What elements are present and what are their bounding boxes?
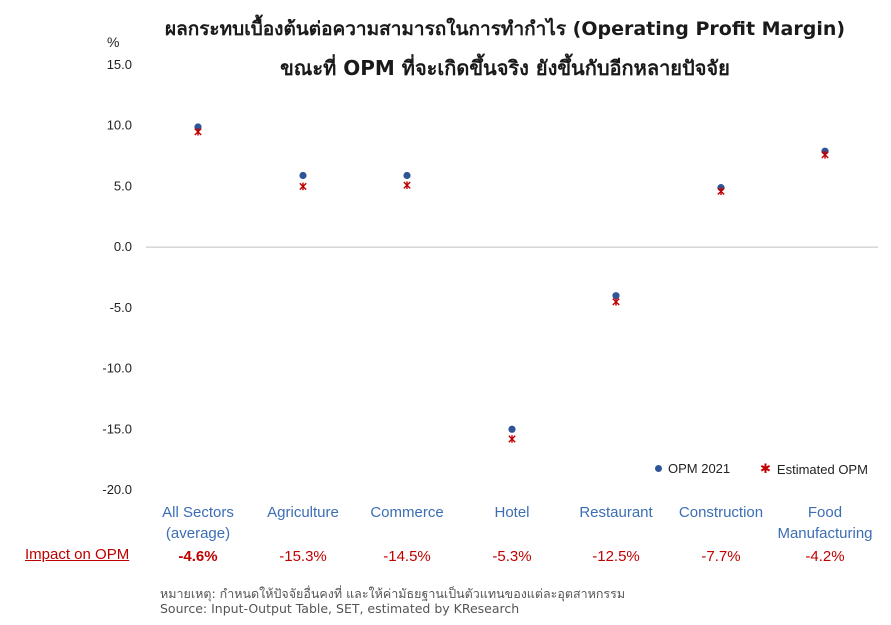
estimated-opm-point <box>612 297 620 306</box>
y-tick-label: -20.0 <box>102 482 132 497</box>
opm-2021-point <box>612 292 620 300</box>
category-label: Commerce <box>370 504 443 521</box>
estimated-opm-point <box>508 435 516 443</box>
impact-value: -15.3% <box>279 548 327 565</box>
legend-x-marker: ✱ <box>760 461 771 476</box>
y-axis-unit: % <box>107 34 120 50</box>
y-tick-label: -15.0 <box>102 421 132 436</box>
impact-value: -4.2% <box>805 548 844 565</box>
legend-item-estimated-opm: ✱ Estimated OPM <box>760 461 868 477</box>
impact-value: -5.3% <box>492 548 531 565</box>
opm-2021-point <box>403 171 411 180</box>
legend-label-estimated-opm: Estimated OPM <box>776 461 868 477</box>
y-tick-label: -10.0 <box>102 361 132 376</box>
legend-label-opm-2021: OPM 2021 <box>668 461 731 476</box>
estimated-opm-point <box>299 182 307 191</box>
estimated-opm-point <box>821 151 829 159</box>
impact-value: -12.5% <box>592 548 640 565</box>
chart-title-line1: ผลกระทบเบื้องต้นต่อความสามารถในการทำกำไร… <box>164 18 846 40</box>
category-label: Hotel <box>494 504 529 521</box>
category-label: (average) <box>166 525 230 542</box>
estimated-opm-point <box>403 181 411 190</box>
estimated-opm-point <box>717 187 725 196</box>
estimated-opm-point <box>194 127 202 136</box>
impact-label: Impact on OPM <box>25 546 130 563</box>
opm-2021-point <box>194 123 202 131</box>
y-tick-label: 5.0 <box>114 178 132 193</box>
source-note: Source: Input-Output Table, SET, estimat… <box>160 601 520 616</box>
opm-2021-point <box>299 171 307 180</box>
chart-title-line2: ขณะที่ OPM ที่จะเกิดขึ้นจริง ยังขึ้นกับอ… <box>280 56 730 80</box>
legend-dot-marker <box>655 465 662 472</box>
y-tick-label: 10.0 <box>107 118 132 133</box>
impact-value: -14.5% <box>383 548 431 565</box>
category-label: Manufacturing <box>777 525 872 542</box>
category-label: All Sectors <box>162 504 234 521</box>
category-label: Construction <box>679 504 763 521</box>
impact-value: -7.7% <box>701 548 740 565</box>
category-label: Agriculture <box>267 504 339 521</box>
y-tick-label: -5.0 <box>110 300 132 315</box>
category-label: Food <box>808 504 842 521</box>
y-tick-label: 15.0 <box>107 57 132 72</box>
category-label: Restaurant <box>579 504 653 521</box>
y-tick-label: 0.0 <box>114 239 132 254</box>
impact-value: -4.6% <box>178 548 217 565</box>
footnote: หมายเหตุ: กำหนดให้ปัจจัยอื่นคงที่ และให้… <box>160 586 626 601</box>
legend-item-opm-2021: OPM 2021 <box>655 461 730 476</box>
opm-2021-point <box>508 425 516 433</box>
